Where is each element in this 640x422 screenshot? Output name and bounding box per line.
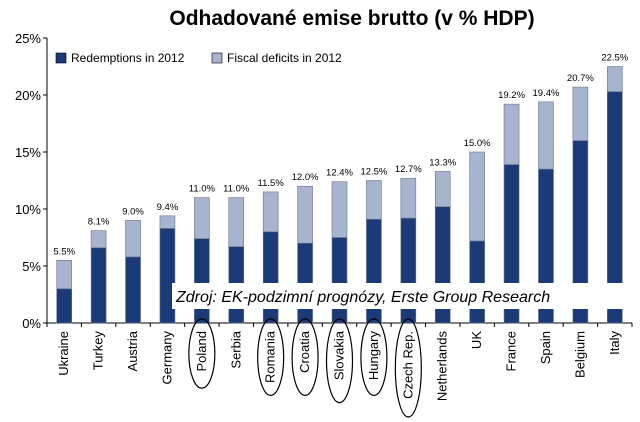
bar-total-label: 9.4% [157,202,179,213]
highlight-circle [257,318,285,397]
bar-total-label: 9.0% [122,206,144,217]
bar-total-label: 8.1% [88,217,110,228]
source-note: Zdroj: EK-podzimní prognózy, Erste Group… [175,289,550,306]
chart-title: Odhadované emise brutto (v % HDP) [169,7,534,30]
bar-total-label: 13.3% [429,157,456,168]
legend-label-fiscal-deficits: Fiscal deficits in 2012 [227,51,342,65]
legend: Redemptions in 2012 Fiscal deficits in 2… [55,51,342,65]
category-label: Ukraine [56,331,71,376]
highlight-circle [325,318,354,404]
y-tick-label: 5% [22,259,41,274]
bar-total-label: 12.4% [326,168,353,179]
y-tick-label: 20% [15,88,41,103]
bar-total-label: 11.0% [189,184,216,195]
bar-redemptions [331,237,348,324]
category-label: Croatia [297,330,312,373]
bar-total-label: 19.2% [498,90,525,101]
category-label: Romania [263,330,278,383]
bar-total-label: 5.5% [53,246,75,257]
category-label: Spain [538,331,553,364]
bar-total-label: 12.0% [292,172,319,183]
category-label: Turkey [91,331,106,371]
bar-fiscal-deficits [606,66,623,92]
category-labels: Ukraine Turkey Austria Germany Poland Serbia R… [56,318,622,418]
bar-total-label: 22.5% [601,53,628,64]
bar-redemptions [469,240,485,324]
category-label: Slovakia [332,330,347,380]
bar-total-label: 15.0% [464,138,491,149]
category-label: Serbia [228,330,243,368]
category-label: Poland [194,331,209,371]
y-tick-label: 15% [15,145,41,160]
category-label: Hungary [366,331,381,381]
data-labels: 5.5% 8.1% 9.0% 9.4% 11.0% 11.0% 11.5% 12.0% 12.4… [53,53,628,258]
bar-redemptions [56,288,73,324]
bar-total-label: 11.5% [258,178,285,189]
category-label: Germany [159,331,174,385]
category-label: Netherlands [435,331,450,402]
y-tick-label: 10% [15,202,41,217]
bar-fiscal-deficits [125,220,141,258]
legend-swatch-fiscal-deficits [211,52,223,64]
bar-fiscal-deficits [400,177,417,219]
bar-fiscal-deficits [503,103,520,165]
bar-redemptions [262,231,279,324]
bar-total-label: 20.7% [567,73,594,84]
bar-fiscal-deficits [331,181,348,238]
bar-total-label: 19.4% [533,88,560,99]
category-label: UK [469,331,484,349]
bar-redemptions [125,256,141,324]
legend-label-redemptions: Redemptions in 2012 [71,51,185,65]
bar-fiscal-deficits [297,185,313,244]
bar-fiscal-deficits [366,180,382,220]
highlight-circle [188,318,216,389]
legend-swatch-redemptions [55,52,67,64]
highlight-circle [394,318,422,418]
category-label: France [504,331,519,371]
bar-fiscal-deficits [228,197,245,247]
axes: 0% 5% 10% 15% 20% 25% [15,31,633,331]
bar-total-label: 11.0% [223,184,250,195]
bar-fiscal-deficits [90,230,107,249]
bar-fiscal-deficits [56,259,73,290]
bar-total-label: 12.7% [395,164,422,175]
bar-fiscal-deficits [572,86,589,141]
bar-total-label: 12.5% [360,167,387,178]
bar-fiscal-deficits [262,191,279,233]
category-label: Czech Rep. [400,331,415,399]
y-tick-label: 0% [22,316,41,331]
bar-fiscal-deficits [194,197,210,239]
y-tick-label: 25% [15,31,41,46]
category-label: Italy [607,331,622,355]
bar-redemptions [194,238,210,324]
highlight-circle [291,318,319,397]
category-label: Belgium [572,331,587,378]
source-note-background [172,283,632,309]
bar-fiscal-deficits [469,151,485,242]
category-label: Austria [125,330,140,371]
bar-redemptions [90,247,107,324]
bar-fiscal-deficits [538,101,554,170]
bar-fiscal-deficits [434,171,451,208]
bar-fiscal-deficits [159,215,176,229]
highlight-circle [360,318,388,397]
